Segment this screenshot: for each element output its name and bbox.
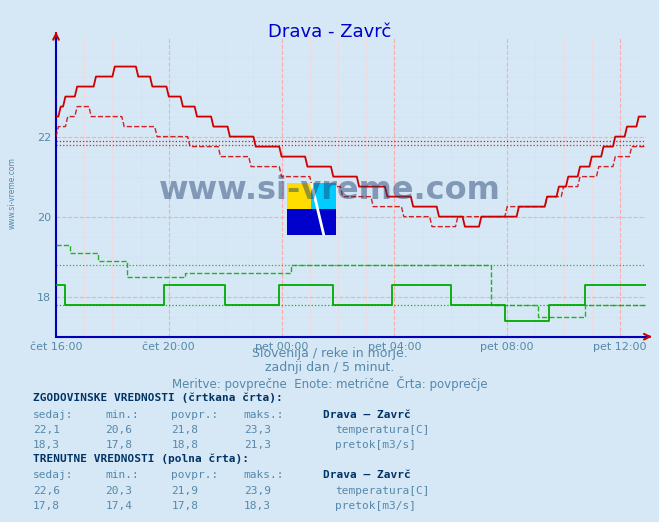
Text: www.si-vreme.com: www.si-vreme.com	[8, 157, 17, 229]
Text: 18,3: 18,3	[33, 440, 60, 450]
Text: 23,9: 23,9	[244, 486, 271, 496]
Text: pretok[m3/s]: pretok[m3/s]	[335, 501, 416, 511]
Text: www.si-vreme.com: www.si-vreme.com	[159, 175, 500, 206]
Text: sedaj:: sedaj:	[33, 410, 73, 420]
Text: Meritve: povprečne  Enote: metrične  Črta: povprečje: Meritve: povprečne Enote: metrične Črta:…	[172, 376, 487, 391]
Text: pretok[m3/s]: pretok[m3/s]	[335, 440, 416, 450]
Text: 22,6: 22,6	[33, 486, 60, 496]
Text: povpr.:: povpr.:	[171, 410, 219, 420]
Text: 17,8: 17,8	[171, 501, 198, 511]
Text: 18,3: 18,3	[244, 501, 271, 511]
Text: Drava – Zavrč: Drava – Zavrč	[323, 410, 411, 420]
Text: 22,1: 22,1	[33, 425, 60, 435]
Text: Slovenija / reke in morje.: Slovenija / reke in morje.	[252, 347, 407, 360]
Text: 17,8: 17,8	[105, 440, 132, 450]
Text: 17,4: 17,4	[105, 501, 132, 511]
Polygon shape	[287, 209, 336, 235]
Text: 23,3: 23,3	[244, 425, 271, 435]
Text: Drava – Zavrč: Drava – Zavrč	[323, 470, 411, 480]
Text: Drava - Zavrč: Drava - Zavrč	[268, 23, 391, 41]
Text: 17,8: 17,8	[33, 501, 60, 511]
Text: 20,3: 20,3	[105, 486, 132, 496]
Text: zadnji dan / 5 minut.: zadnji dan / 5 minut.	[265, 361, 394, 374]
Text: maks.:: maks.:	[244, 470, 284, 480]
Text: 21,3: 21,3	[244, 440, 271, 450]
Bar	[287, 183, 312, 209]
Text: temperatura[C]: temperatura[C]	[335, 486, 429, 496]
Text: sedaj:: sedaj:	[33, 470, 73, 480]
Polygon shape	[312, 183, 336, 209]
Text: 20,6: 20,6	[105, 425, 132, 435]
Text: maks.:: maks.:	[244, 410, 284, 420]
Text: povpr.:: povpr.:	[171, 470, 219, 480]
Text: min.:: min.:	[105, 410, 139, 420]
Text: 21,8: 21,8	[171, 425, 198, 435]
Text: min.:: min.:	[105, 470, 139, 480]
Text: TRENUTNE VREDNOSTI (polna črta):: TRENUTNE VREDNOSTI (polna črta):	[33, 453, 249, 464]
Text: 18,8: 18,8	[171, 440, 198, 450]
Text: ZGODOVINSKE VREDNOSTI (črtkana črta):: ZGODOVINSKE VREDNOSTI (črtkana črta):	[33, 393, 283, 403]
Text: 21,9: 21,9	[171, 486, 198, 496]
Text: temperatura[C]: temperatura[C]	[335, 425, 429, 435]
